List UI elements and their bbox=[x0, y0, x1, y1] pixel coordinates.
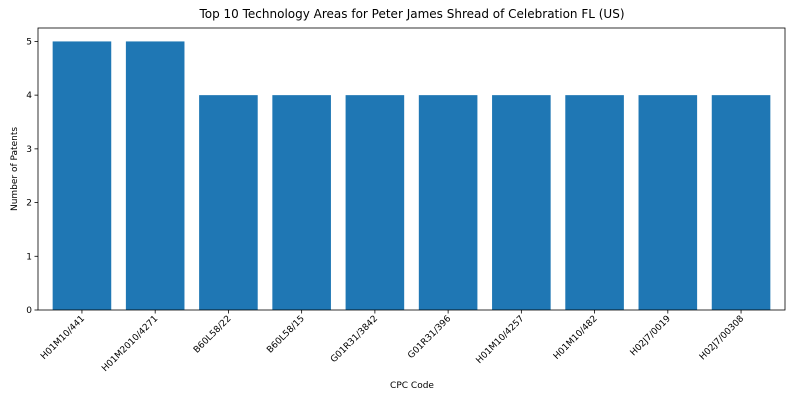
y-axis-label: Number of Patents bbox=[10, 127, 20, 211]
y-tick-label: 4 bbox=[26, 91, 32, 101]
bar-1 bbox=[53, 41, 112, 310]
x-tick-label: H01M10/4257 bbox=[475, 314, 527, 366]
bar-4 bbox=[272, 95, 331, 310]
bar-8 bbox=[565, 95, 624, 310]
y-tick-label: 5 bbox=[26, 37, 32, 47]
bar-chart: Top 10 Technology Areas for Peter James … bbox=[0, 0, 800, 400]
y-tick-label: 2 bbox=[26, 199, 32, 209]
x-tick-label: H01M10/482 bbox=[552, 314, 600, 362]
x-tick-label: H02J7/0019 bbox=[629, 314, 673, 358]
y-tick-label: 3 bbox=[26, 145, 32, 155]
x-tick-label: H01M2010/4271 bbox=[100, 314, 160, 374]
x-tick-label: G01R31/3842 bbox=[329, 314, 380, 365]
y-tick-label: 0 bbox=[26, 306, 32, 316]
x-tick-label: H01M10/441 bbox=[39, 314, 87, 362]
bar-6 bbox=[419, 95, 478, 310]
bar-9 bbox=[639, 95, 698, 310]
x-axis-label: CPC Code bbox=[390, 381, 434, 391]
bar-10 bbox=[712, 95, 771, 310]
y-tick-label: 1 bbox=[26, 252, 32, 262]
bar-2 bbox=[126, 41, 185, 310]
x-tick-label: G01R31/396 bbox=[406, 314, 453, 361]
bar-5 bbox=[346, 95, 405, 310]
x-axis-ticks: H01M10/441 H01M2010/4271 B60L58/22 B60L58/1… bbox=[39, 310, 746, 374]
chart-container: Top 10 Technology Areas for Peter James … bbox=[0, 0, 800, 400]
x-tick-label: B60L58/22 bbox=[192, 314, 233, 355]
x-tick-label: B60L58/15 bbox=[265, 314, 306, 355]
x-tick-label: H02J7/00308 bbox=[698, 314, 746, 362]
y-axis-ticks: 0 1 2 3 4 5 bbox=[26, 37, 38, 316]
chart-title: Top 10 Technology Areas for Peter James … bbox=[198, 7, 624, 21]
bar-7 bbox=[492, 95, 551, 310]
bar-3 bbox=[199, 95, 258, 310]
bars-group bbox=[53, 41, 771, 310]
